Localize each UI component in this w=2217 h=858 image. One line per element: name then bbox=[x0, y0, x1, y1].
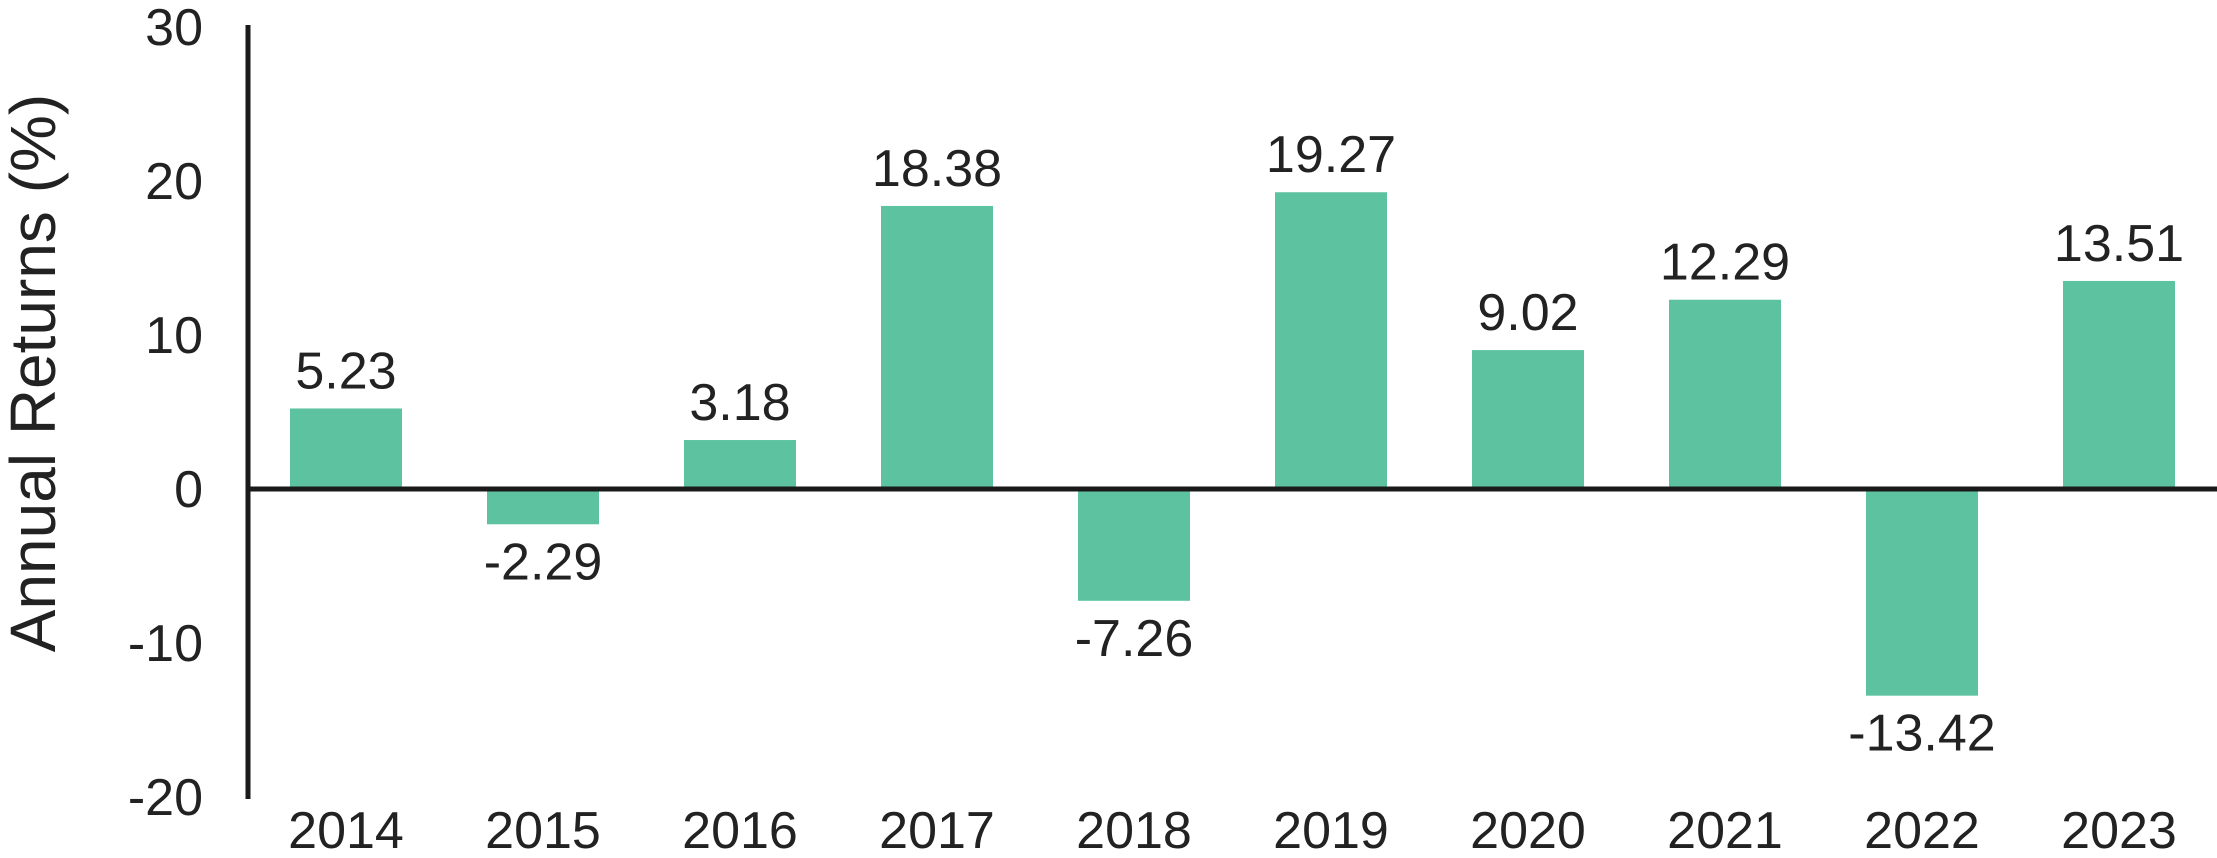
plot-area bbox=[290, 192, 2175, 696]
y-axis-title: Annual Returns (%) bbox=[0, 94, 69, 652]
y-tick-label-neg20: -20 bbox=[128, 769, 203, 827]
y-tick-label-0: 0 bbox=[174, 461, 203, 519]
x-tick-label-2019: 2019 bbox=[1273, 802, 1389, 858]
data-label-2022: -13.42 bbox=[1848, 705, 1995, 763]
x-tick-label-2016: 2016 bbox=[682, 802, 798, 858]
x-tick-label-2017: 2017 bbox=[879, 802, 995, 858]
bar-2022 bbox=[1866, 489, 1978, 696]
data-label-2020: 9.02 bbox=[1477, 284, 1578, 342]
data-label-2023: 13.51 bbox=[2054, 215, 2184, 273]
x-tick-label-2018: 2018 bbox=[1076, 802, 1192, 858]
x-tick-label-2021: 2021 bbox=[1667, 802, 1783, 858]
data-label-2018: -7.26 bbox=[1075, 610, 1194, 668]
y-tick-label-20: 20 bbox=[145, 153, 203, 211]
x-tick-label-2022: 2022 bbox=[1864, 802, 1980, 858]
data-label-2017: 18.38 bbox=[872, 140, 1002, 198]
x-tick-label-2023: 2023 bbox=[2061, 802, 2177, 858]
data-label-2015: -2.29 bbox=[484, 533, 603, 591]
bar-2014 bbox=[290, 408, 402, 489]
labels: 5.23 2014 -2.29 2015 3.18 2016 18.38 2017 -7.26 2… bbox=[128, 0, 2184, 858]
y-tick-label-30: 30 bbox=[145, 0, 203, 57]
bar-2015 bbox=[487, 489, 599, 525]
x-tick-label-2020: 2020 bbox=[1470, 802, 1586, 858]
y-tick-label-neg10: -10 bbox=[128, 615, 203, 673]
data-label-2014: 5.23 bbox=[295, 342, 396, 400]
x-tick-label-2014: 2014 bbox=[288, 802, 404, 858]
axes bbox=[245, 25, 2217, 799]
bar-2017 bbox=[881, 205, 993, 489]
bar-2018 bbox=[1078, 489, 1190, 601]
bar-2020 bbox=[1472, 350, 1584, 489]
x-tick-label-2015: 2015 bbox=[485, 802, 601, 858]
bar-2023 bbox=[2063, 280, 2175, 489]
bar-2019 bbox=[1275, 192, 1387, 489]
bar-2016 bbox=[684, 440, 796, 489]
bar-2021 bbox=[1669, 299, 1781, 489]
y-tick-label-10: 10 bbox=[145, 307, 203, 365]
data-label-2016: 3.18 bbox=[689, 374, 790, 432]
data-label-2021: 12.29 bbox=[1660, 234, 1790, 292]
data-label-2019: 19.27 bbox=[1266, 126, 1396, 184]
